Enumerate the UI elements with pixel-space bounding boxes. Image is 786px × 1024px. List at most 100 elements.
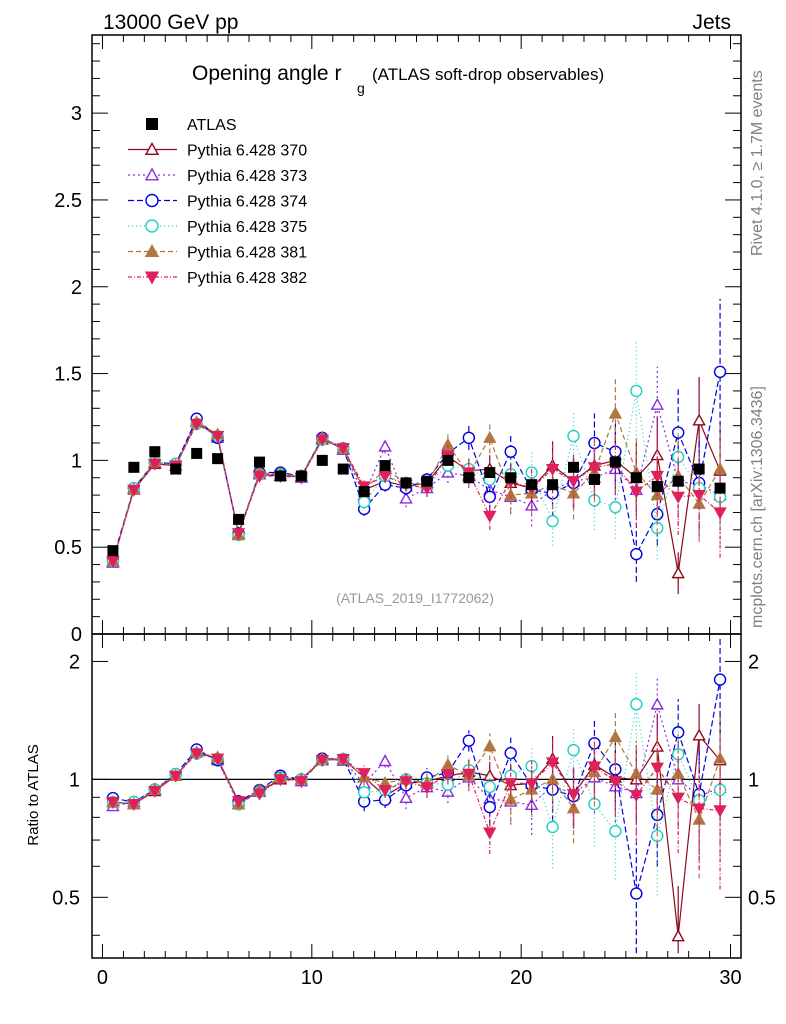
legend-label: ATLAS (187, 117, 237, 134)
mc-series-0 (106, 377, 727, 595)
analysis-id: (ATLAS_2019_I1772062) (336, 590, 494, 606)
ratio-point (106, 796, 120, 810)
data-point (148, 458, 162, 471)
atlas-data-point (421, 475, 433, 487)
data-point (630, 384, 643, 398)
data-point (692, 413, 706, 426)
ratio-point (169, 770, 183, 783)
data-point (127, 484, 141, 497)
atlas-data-point (672, 475, 684, 487)
data-point (713, 462, 727, 475)
series-line (112, 704, 721, 836)
ratio-point (483, 739, 497, 752)
data-point (629, 486, 644, 499)
atlas-data-point (316, 454, 328, 466)
legend-marker (145, 219, 159, 233)
data-point (713, 365, 727, 379)
data-point (462, 431, 476, 445)
ratio-point (189, 748, 204, 761)
atlas-data-point (588, 473, 600, 485)
legend-entry: Pythia 6.428 382 (128, 270, 307, 287)
data-point (399, 491, 413, 504)
x-tick-label: 10 (301, 967, 323, 989)
legend-marker (144, 244, 160, 257)
ratio-point (462, 768, 476, 781)
series-line (112, 733, 721, 937)
x-tick-label: 20 (510, 967, 532, 989)
ratio-point (608, 776, 623, 789)
atlas-data-point (358, 486, 370, 498)
ratio-ytick-label: 2 (69, 651, 80, 673)
ratio-point (650, 762, 664, 775)
ratio-point (671, 929, 685, 942)
data-point (608, 406, 623, 419)
series-line (112, 390, 721, 562)
legend-marker (146, 118, 158, 130)
ratio-point (671, 726, 685, 739)
ratio-panel: 0 10 20 30 0.5 0.5 1 1 2 2 (52, 633, 776, 989)
atlas-data-point (170, 463, 182, 475)
legend-entry: Pythia 6.428 381 (128, 244, 307, 262)
plot-title: Opening angle r g (ATLAS soft-drop obser… (192, 62, 604, 96)
data-point (210, 430, 225, 444)
legend-marker (144, 142, 160, 156)
data-point (106, 555, 120, 569)
ratio-series-0 (106, 703, 727, 954)
main-ytick-label: 0 (71, 624, 82, 646)
data-point (567, 429, 580, 443)
series-line (112, 371, 721, 560)
ratio-point (483, 780, 496, 794)
atlas-data-point (191, 447, 203, 459)
atlas-data-point (651, 480, 663, 492)
data-point (231, 528, 246, 541)
ratio-point (546, 820, 559, 834)
data-point (378, 439, 392, 452)
ratio-point (609, 825, 622, 838)
data-point (378, 470, 392, 483)
ratio-point (336, 754, 350, 767)
ratio-ytick-label-right: 0.5 (748, 887, 776, 909)
series-line (112, 679, 721, 894)
data-point (545, 463, 560, 476)
legend-label: Pythia 6.428 381 (187, 245, 307, 262)
atlas-data-point (107, 545, 119, 557)
mc-series-1 (106, 366, 727, 568)
atlas-data-point (505, 472, 517, 484)
ratio-point (357, 786, 371, 799)
ratio-point (483, 800, 496, 814)
ratio-point (210, 753, 225, 766)
data-point (315, 434, 329, 447)
legend-entry: Pythia 6.428 373 (128, 167, 307, 185)
ratio-point (127, 799, 141, 812)
atlas-data-point (568, 461, 580, 473)
atlas-data-point (609, 456, 621, 468)
data-point (252, 470, 267, 483)
atlas-data-point (463, 472, 475, 484)
ratio-point (567, 743, 580, 757)
ratio-point (294, 776, 309, 789)
title-subscript: g (357, 80, 365, 96)
data-point (692, 490, 706, 503)
ratio-point (524, 778, 539, 791)
series-line (112, 411, 721, 562)
main-ytick-label: 1.5 (54, 364, 82, 386)
ratio-point (545, 757, 560, 770)
ratio-ytick-label-right: 1 (748, 769, 759, 791)
atlas-data-point (547, 479, 559, 491)
legend-label: Pythia 6.428 382 (187, 270, 307, 287)
ratio-axis-label: Ratio to ATLAS (25, 744, 42, 845)
ratio-point (692, 803, 706, 816)
ratio-point (441, 757, 455, 770)
data-point (671, 491, 685, 504)
atlas-data-point (484, 467, 496, 479)
rivet-label: Rivet 4.1.0, ≥ 1.7M events (749, 70, 766, 256)
legend-entry: Pythia 6.428 370 (128, 142, 307, 160)
data-point (671, 426, 685, 439)
legend-label: Pythia 6.428 370 (187, 143, 307, 160)
mc-series-2 (106, 298, 727, 582)
ratio-point (650, 697, 664, 710)
ratio-point (630, 887, 643, 900)
data-point (609, 501, 622, 514)
ratio-point (630, 697, 643, 711)
